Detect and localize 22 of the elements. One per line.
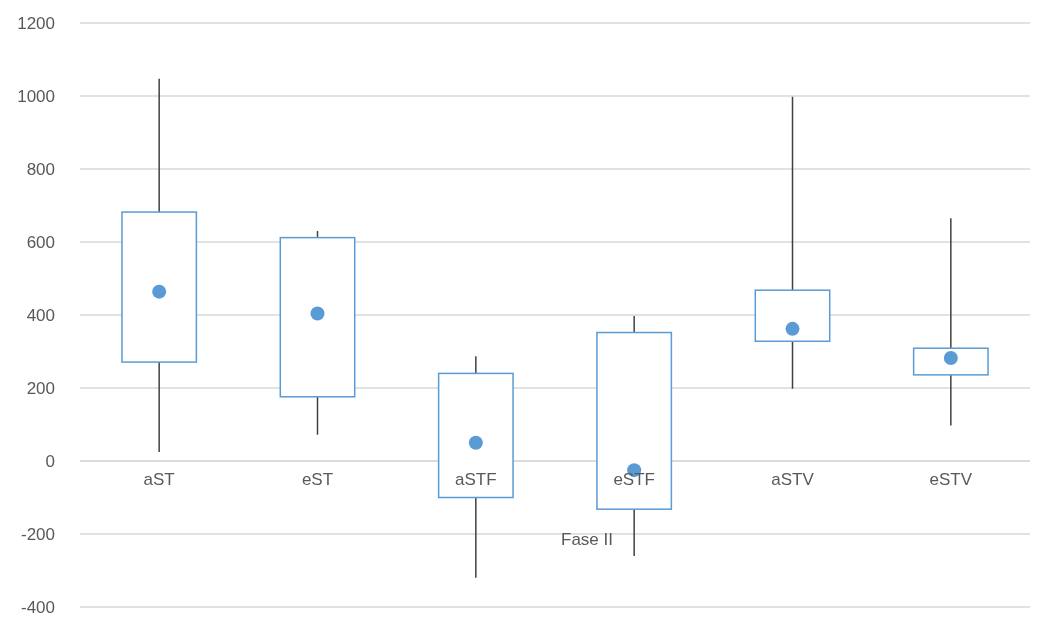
y-tick-label: -200 xyxy=(20,524,55,544)
point xyxy=(310,306,325,321)
x-tick-label: aSTF xyxy=(455,470,497,490)
candlestick xyxy=(912,217,989,427)
point xyxy=(468,435,483,450)
y-tick-label: 1200 xyxy=(17,13,55,33)
x-axis-title: Fase II xyxy=(561,530,613,549)
x-tick-label: aSTV xyxy=(771,470,815,490)
y-tick-label: 600 xyxy=(26,232,55,252)
point xyxy=(943,351,958,366)
x-tick-label: eSTF xyxy=(613,470,655,490)
point xyxy=(785,321,800,336)
x-tick-label: eSTV xyxy=(929,470,973,490)
y-tick-label: 200 xyxy=(26,378,55,398)
x-tick-label: eST xyxy=(301,470,334,490)
y-tick-label: 0 xyxy=(45,451,55,471)
point xyxy=(152,284,167,299)
y-tick-label: 1000 xyxy=(17,86,55,106)
y-tick-label: -400 xyxy=(20,597,55,617)
y-tick-label: 800 xyxy=(26,159,55,179)
y-tick-label: 400 xyxy=(26,305,55,325)
x-tick-label: aST xyxy=(143,470,175,490)
